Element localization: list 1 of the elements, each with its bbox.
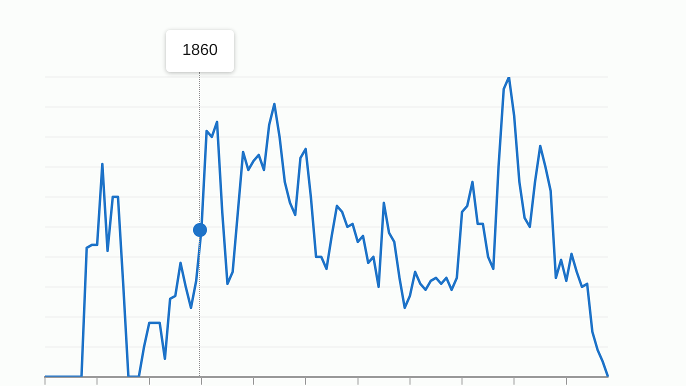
text: 1860 [166,30,234,72]
